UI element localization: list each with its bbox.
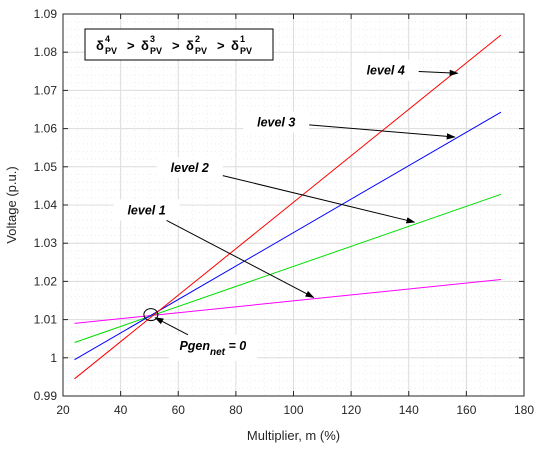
annotation-box-bg (352, 59, 419, 81)
annotations: level 1 level 2 level 3 level 4 Pgennet = 0 (113, 59, 459, 361)
series-line-1 (74, 278, 502, 324)
y-tick-label: 1 (50, 351, 57, 365)
annotation-arrow (166, 220, 315, 298)
inequality-legend-box: δ 4PV > δ 3PV > δ 2PV > δ 1PV (84, 28, 274, 61)
x-tick-label: 120 (341, 403, 361, 417)
series-line-2 (74, 193, 502, 343)
y-tick-label: 1.09 (34, 7, 58, 21)
y-tick-label: 1.01 (34, 313, 58, 327)
x-axis-label: Multiplier, m (%) (247, 428, 340, 443)
inequality-superscript: 4 (105, 34, 110, 44)
x-tick-label: 180 (514, 403, 534, 417)
inequality-operator: > (127, 38, 135, 53)
y-tick-label: 1.03 (34, 236, 58, 250)
annotation-label: level 3 (257, 116, 295, 130)
y-axis-ticks: 0.99 1 1.01 1.02 1.03 1.04 1.05 1.06 1.07 1.08 1.0… (34, 7, 524, 403)
crossing-point-marker (143, 308, 159, 322)
x-axis-ticks: 20 40 60 80 100 120 140 160 180 (56, 14, 534, 417)
inequality-superscript: 2 (195, 34, 200, 44)
annotation-arrow (154, 317, 189, 336)
y-tick-label: 1.07 (34, 83, 58, 97)
inequality-box-frame (84, 28, 274, 61)
annotation-label: level 1 (127, 203, 165, 217)
y-tick-label: 1.05 (34, 160, 58, 174)
x-tick-label: 160 (456, 403, 476, 417)
inequality-operator: > (172, 38, 180, 53)
inequality-subscript: PV (150, 46, 162, 56)
x-tick-label: 20 (56, 403, 70, 417)
inequality-superscript: 3 (150, 34, 155, 44)
series-line-4 (74, 34, 502, 380)
annotation-label: level 4 (367, 64, 405, 78)
y-tick-label: 1.08 (34, 45, 58, 59)
annotation-arrow (222, 175, 416, 224)
inequality-symbol: δ (96, 38, 104, 53)
inequality-superscript: 1 (240, 34, 245, 44)
inequality-operator: > (217, 38, 225, 53)
annotation-box-bg (243, 111, 310, 133)
y-tick-label: 1.04 (34, 198, 58, 212)
inequality-symbol: δ (186, 38, 194, 53)
annotation-label: Pgennet = 0 (179, 339, 246, 358)
y-tick-label: 1.02 (34, 274, 58, 288)
annotation-label: level 2 (171, 161, 209, 175)
annotation-box-bg (168, 334, 257, 361)
y-axis-label: Voltage (p.u.) (4, 166, 19, 243)
inequality-symbol: δ (231, 38, 239, 53)
y-tick-label: 1.06 (34, 122, 58, 136)
x-tick-label: 100 (283, 403, 303, 417)
annotation-arrow (418, 69, 459, 77)
y-tick-label: 0.99 (34, 389, 58, 403)
inequality-symbol: δ (141, 38, 149, 53)
inequality-subscript: PV (105, 46, 117, 56)
inequality-subscript: PV (195, 46, 207, 56)
annotation-box-bg (156, 157, 223, 179)
x-tick-label: 80 (229, 403, 243, 417)
x-tick-label: 40 (114, 403, 128, 417)
x-tick-label: 60 (172, 403, 186, 417)
annotation-arrow (309, 124, 456, 140)
inequality-subscript: PV (240, 46, 252, 56)
annotation-box-bg (113, 199, 180, 221)
x-tick-label: 140 (399, 403, 419, 417)
